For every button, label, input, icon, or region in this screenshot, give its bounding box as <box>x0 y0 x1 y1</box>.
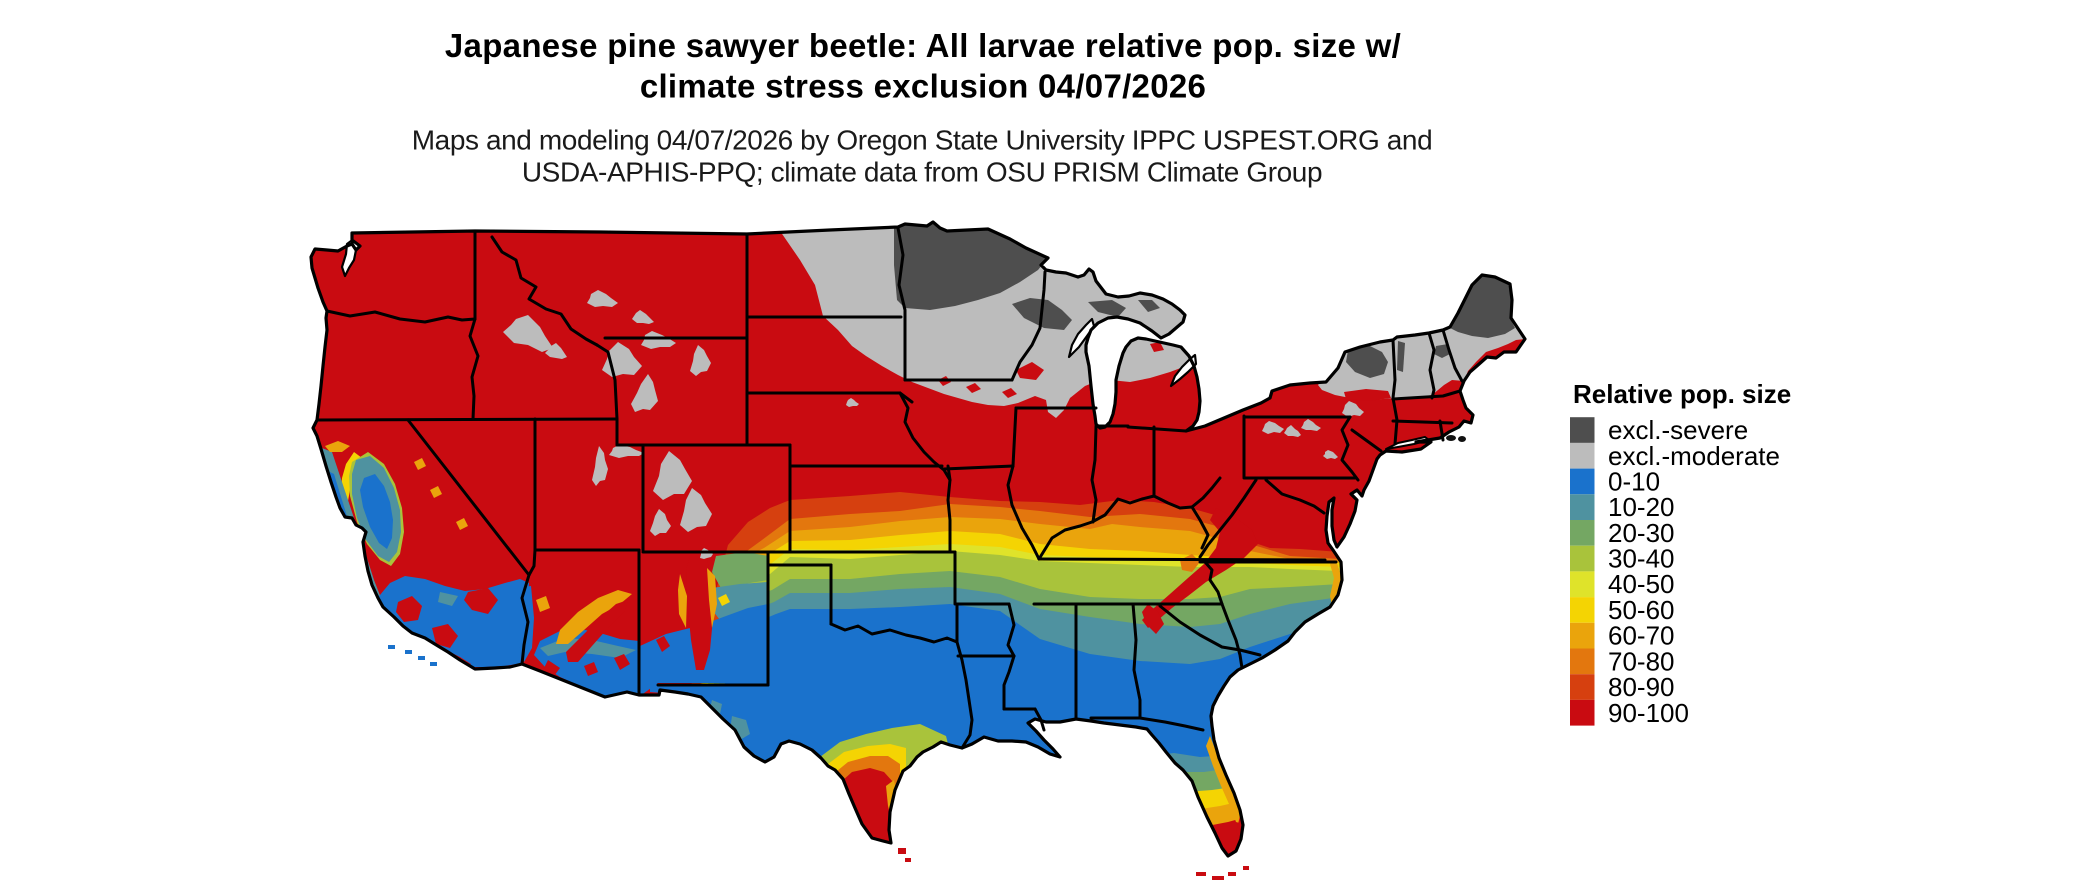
svg-text:90-100: 90-100 <box>1608 698 1689 728</box>
svg-text:20-30: 20-30 <box>1608 518 1675 548</box>
svg-text:climate stress exclusion 04/07: climate stress exclusion 04/07/2026 <box>640 68 1206 105</box>
svg-text:excl.-moderate: excl.-moderate <box>1608 441 1780 471</box>
svg-text:40-50: 40-50 <box>1608 569 1675 599</box>
svg-text:60-70: 60-70 <box>1608 621 1675 651</box>
svg-text:30-40: 30-40 <box>1608 544 1675 574</box>
svg-text:excl.-severe: excl.-severe <box>1608 415 1748 445</box>
svg-text:80-90: 80-90 <box>1608 672 1675 702</box>
svg-text:70-80: 70-80 <box>1608 646 1675 676</box>
svg-text:10-20: 10-20 <box>1608 492 1675 522</box>
svg-text:0-10: 0-10 <box>1608 466 1660 496</box>
svg-text:Maps and modeling 04/07/2026 b: Maps and modeling 04/07/2026 by Oregon S… <box>412 125 1433 156</box>
svg-text:Japanese pine sawyer beetle: A: Japanese pine sawyer beetle: All larvae … <box>445 27 1401 64</box>
svg-text:USDA-APHIS-PPQ; climate data f: USDA-APHIS-PPQ; climate data from OSU PR… <box>522 157 1322 188</box>
svg-text:Relative pop. size: Relative pop. size <box>1573 379 1791 409</box>
svg-text:50-60: 50-60 <box>1608 595 1675 625</box>
